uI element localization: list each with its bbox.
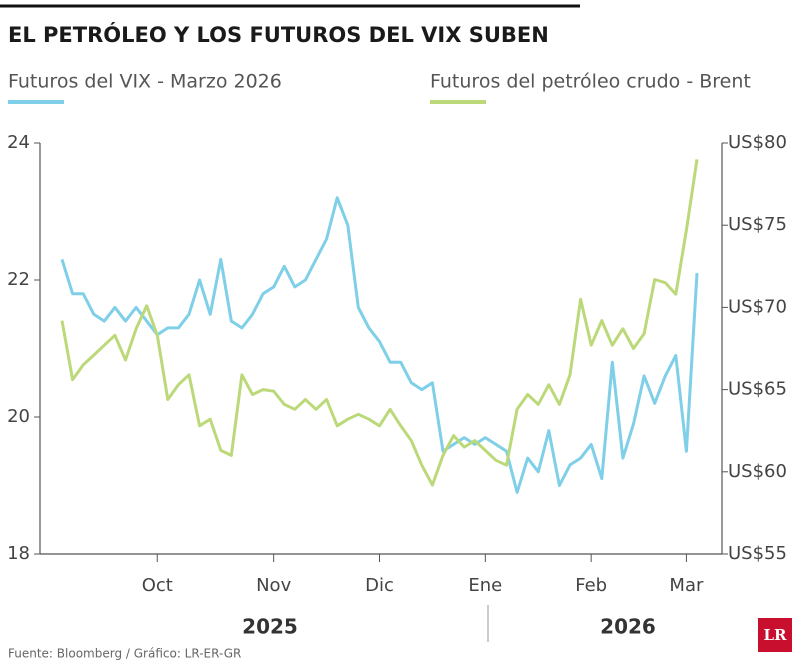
x-tick-label: Ene [468,575,502,596]
y2-tick-label: US$70 [728,296,787,317]
x-tick-label: Dic [365,575,394,596]
legend-label: Futuros del petróleo crudo - Brent [430,71,751,93]
y-tick-label: 18 [7,543,30,564]
logo: LR [763,626,787,644]
y2-tick-label: US$60 [728,461,787,482]
y2-tick-label: US$55 [728,543,787,564]
y2-tick-label: US$80 [728,132,787,153]
series-line [60,159,699,487]
logo-box [758,618,792,652]
year-label: 2025 [242,615,298,639]
y2-tick-label: US$65 [728,379,787,400]
legend-label: Futuros del VIX - Marzo 2026 [8,71,282,93]
chart-title: EL PETRÓLEO Y LOS FUTUROS DEL VIX SUBEN [8,22,549,47]
y-tick-label: 22 [7,269,30,290]
x-tick-label: Mar [669,575,704,596]
series-line [60,196,699,494]
source: Fuente: Bloomberg / Gráfico: LR-ER-GR [8,647,241,661]
y-tick-label: 20 [7,406,30,427]
year-label: 2026 [600,615,656,639]
x-tick-label: Oct [142,575,173,596]
y-tick-label: 24 [7,132,30,153]
x-tick-label: Feb [575,575,607,596]
y2-tick-label: US$75 [728,214,787,235]
x-tick-label: Nov [256,575,291,596]
